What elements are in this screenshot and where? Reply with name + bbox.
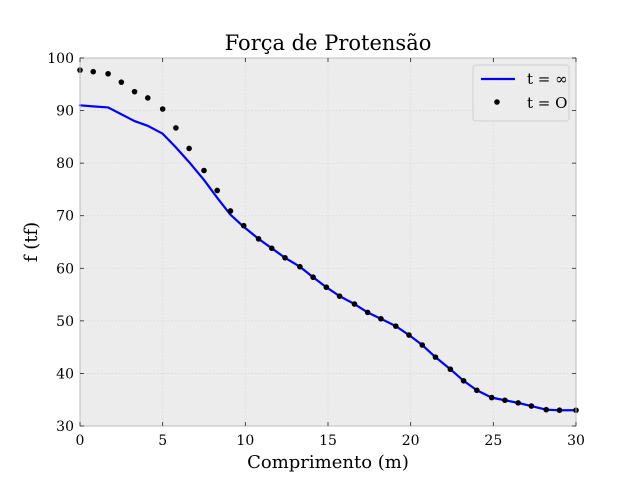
- series-point-t-o-34: [543, 406, 550, 413]
- series-point-t-o-14: [268, 245, 275, 252]
- series-point-t-o-33: [528, 403, 535, 409]
- series-point-t-o-15: [282, 254, 288, 261]
- series-point-t-o-17: [310, 274, 316, 281]
- y-axis-label: f (tf): [21, 222, 42, 262]
- series-point-t-o-11: [227, 208, 234, 214]
- series-point-t-o-23: [392, 323, 399, 329]
- y-axis-ticks: 30 40 50 60 70 80 90 100: [47, 51, 576, 435]
- x-tick-label-4: 20: [402, 433, 420, 449]
- series-point-t-o-27: [447, 366, 454, 373]
- series-point-t-o-9: [201, 167, 207, 174]
- series-point-t-o-13: [255, 236, 262, 242]
- series-point-t-o-30: [488, 394, 495, 401]
- y-tick-label-5: 80: [56, 156, 74, 172]
- y-tick-label-6: 90: [56, 104, 74, 120]
- legend-entry-t-o: t = O: [527, 94, 567, 112]
- y-tick-label-2: 50: [56, 314, 74, 330]
- x-tick-label-5: 25: [484, 433, 502, 449]
- series-point-t-o-10: [214, 187, 221, 194]
- series-point-t-o-5: [144, 95, 151, 101]
- series-layer: [77, 67, 579, 414]
- chart-title: Força de Protensão: [225, 31, 432, 55]
- series-point-t-o-4: [131, 88, 138, 95]
- series-point-t-o-28: [460, 377, 467, 384]
- series-point-t-o-1: [90, 68, 97, 75]
- series-point-t-o-19: [336, 293, 343, 299]
- series-point-t-o-24: [406, 332, 412, 338]
- y-tick-label-4: 70: [56, 209, 74, 225]
- series-point-t-o-8: [186, 145, 192, 152]
- y-tick-label-1: 40: [56, 366, 74, 382]
- y-tick-label-0: 30: [56, 419, 74, 435]
- series-point-t-o-16: [297, 263, 303, 270]
- series-point-t-o-26: [432, 354, 439, 360]
- legend-entry-t-infinity: t = ∞: [527, 70, 568, 88]
- series-point-t-o-20: [351, 301, 358, 307]
- y-tick-label-3: 60: [56, 261, 74, 277]
- x-tick-label-3: 15: [319, 433, 337, 449]
- series-point-t-o-3: [118, 79, 125, 85]
- x-axis-ticks: 0 5 10 15 20 25 30: [76, 58, 585, 449]
- series-point-t-o-31: [502, 397, 508, 404]
- series-point-t-o-7: [173, 125, 179, 131]
- series-point-t-o-25: [419, 342, 426, 348]
- series-point-t-o-22: [378, 315, 384, 322]
- series-point-t-o-12: [240, 222, 247, 229]
- series-point-t-o-32: [515, 400, 521, 406]
- x-tick-label-2: 10: [236, 433, 254, 449]
- x-tick-label-1: 5: [158, 433, 167, 449]
- x-axis-label: Comprimento (m): [247, 452, 409, 473]
- legend: t = ∞ t = O: [472, 64, 570, 122]
- series-point-t-o-21: [364, 309, 371, 316]
- legend-dot-marker: [494, 99, 500, 105]
- series-point-t-o-35: [556, 407, 563, 414]
- x-tick-label-6: 30: [567, 433, 585, 449]
- series-point-t-o-6: [159, 106, 166, 112]
- series-point-t-o-2: [105, 70, 111, 77]
- series-point-t-o-29: [474, 387, 480, 394]
- x-tick-label-0: 0: [76, 433, 85, 449]
- series-point-t-o-18: [323, 284, 330, 291]
- y-tick-label-7: 100: [47, 51, 74, 67]
